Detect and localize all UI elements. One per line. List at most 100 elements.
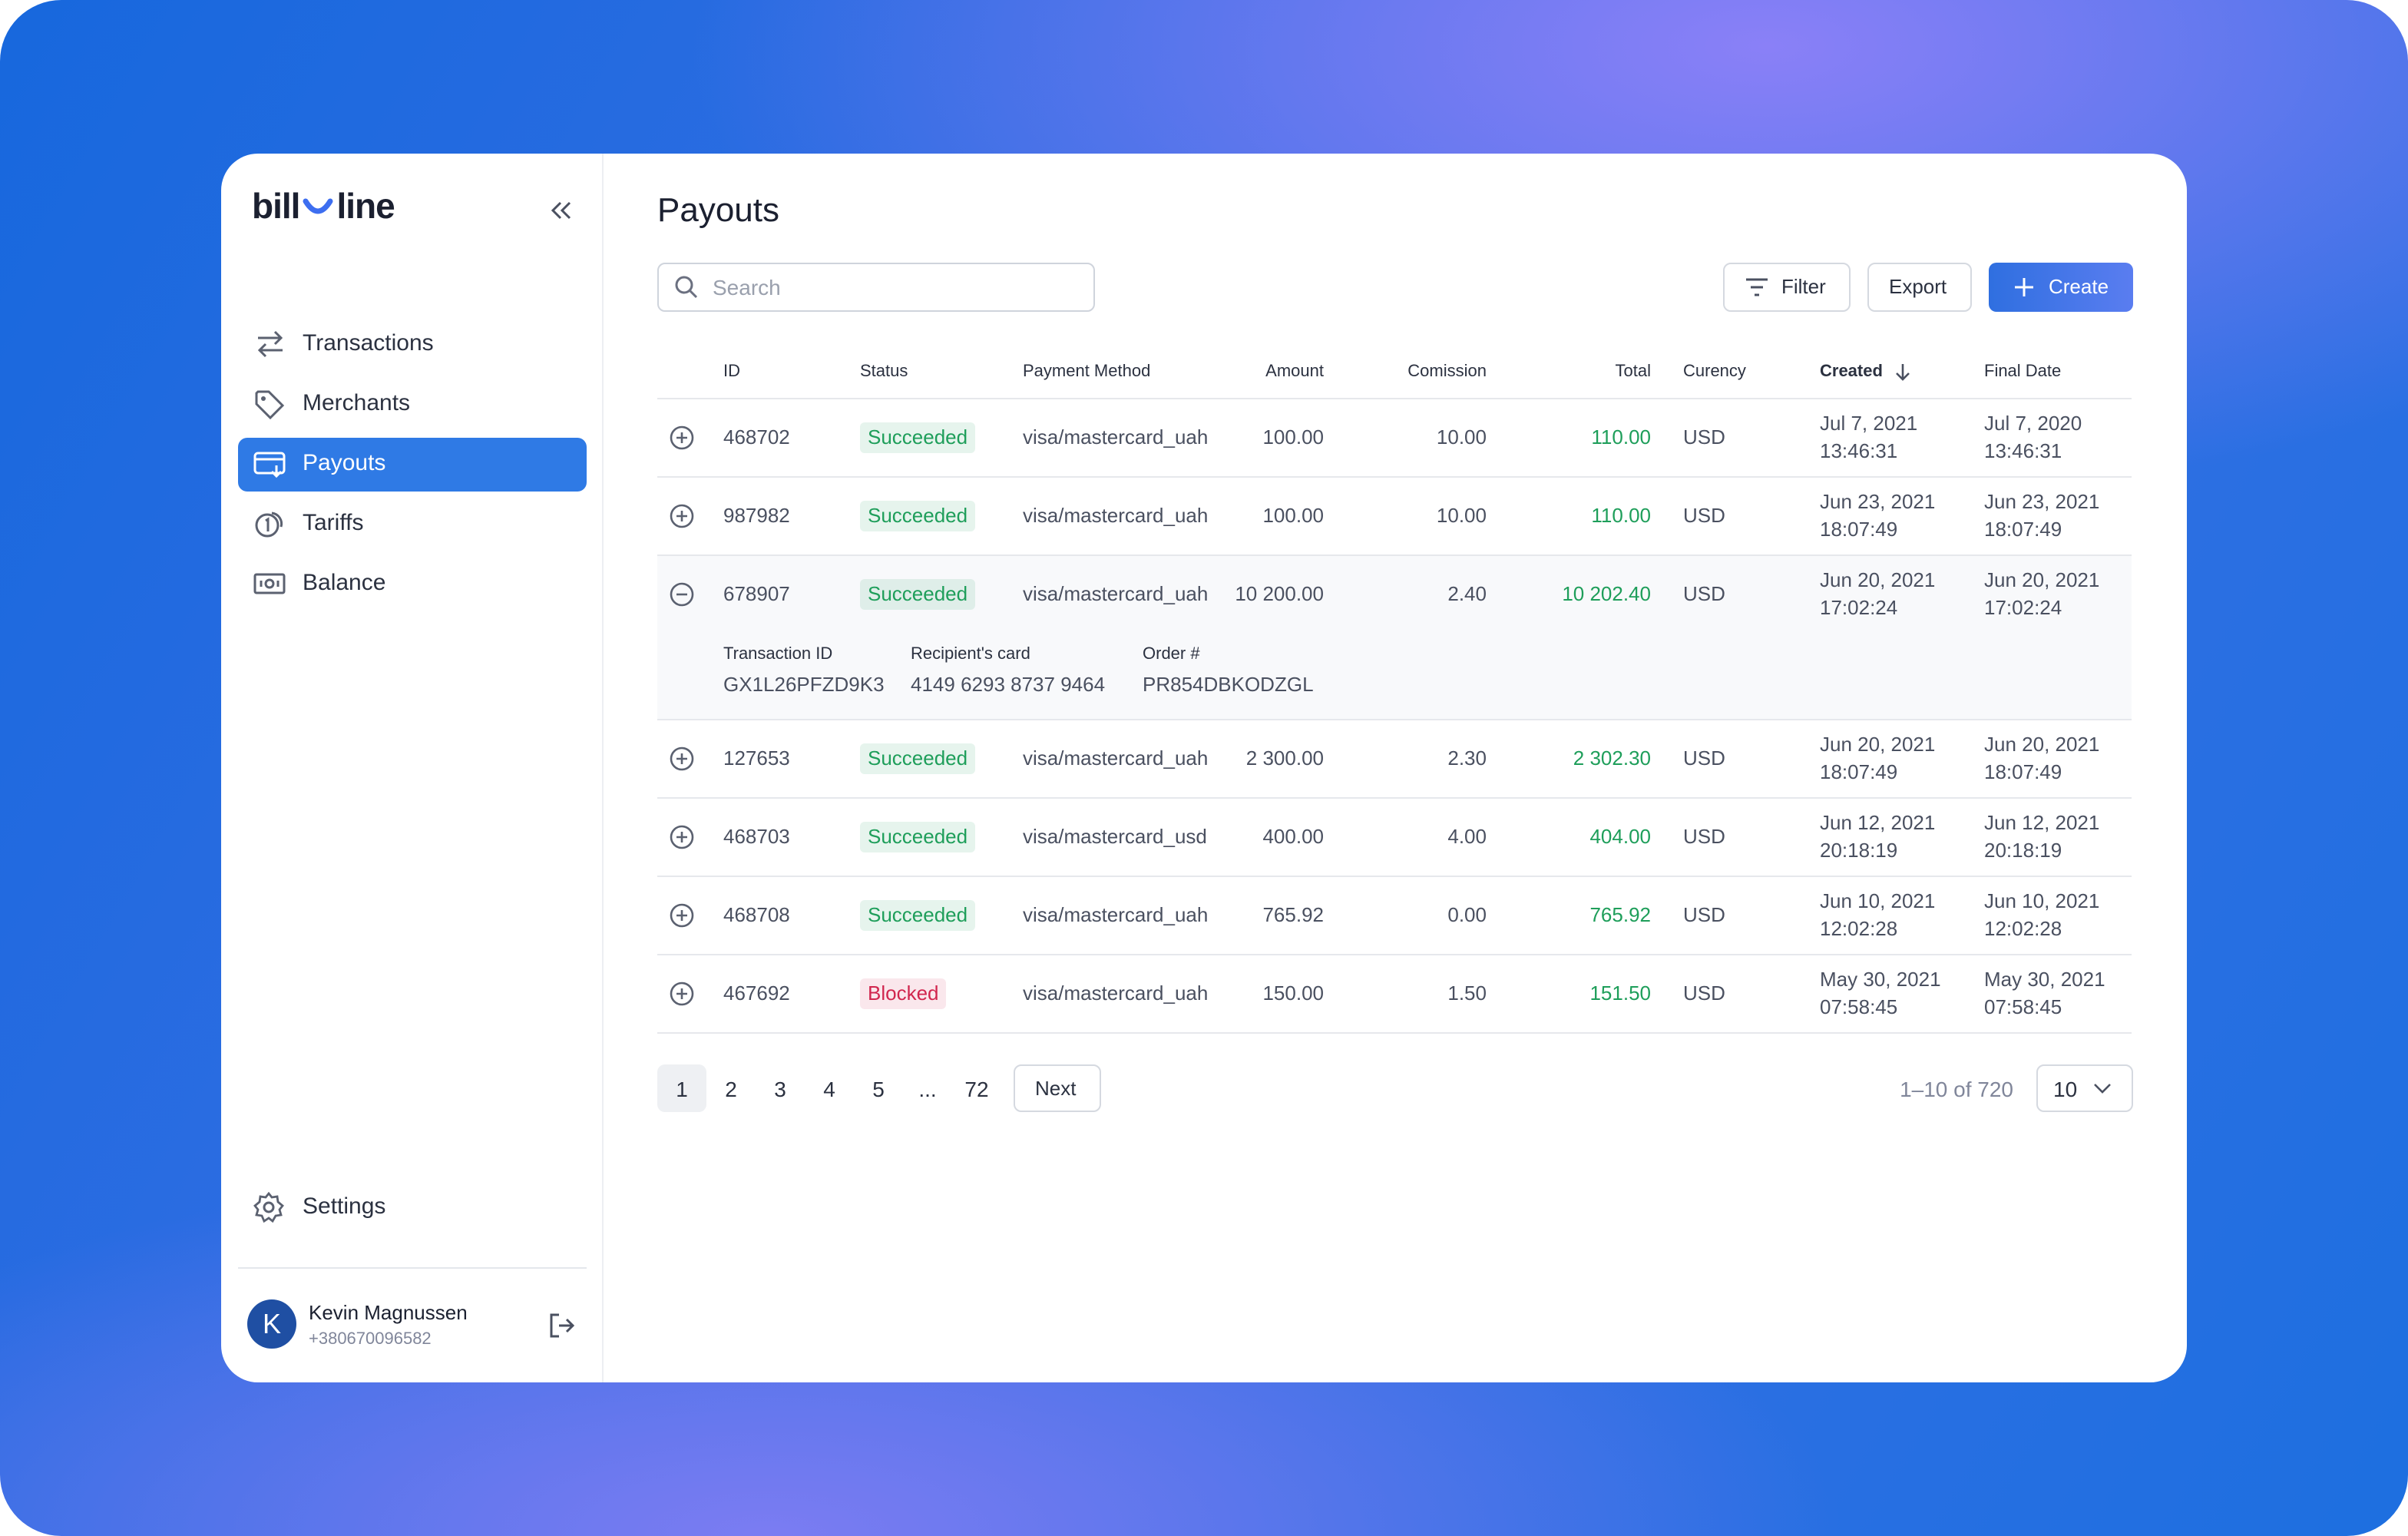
page-title: Payouts: [657, 190, 779, 229]
expand-row-button[interactable]: [670, 903, 694, 928]
collapse-row-button[interactable]: [670, 582, 694, 607]
search-placeholder: Search: [713, 275, 781, 300]
nav-label: Merchants: [303, 390, 411, 416]
currency-cell: USD: [1683, 825, 1725, 848]
id-cell: 468708: [723, 903, 790, 926]
time-cell: 20:18:19: [1820, 839, 1898, 862]
time-cell: 12:02:28: [1984, 917, 2062, 940]
row-divider: [657, 554, 2132, 556]
date-cell: Jun 20, 2021: [1984, 568, 2100, 591]
commission-cell: 2.30: [1447, 746, 1487, 770]
nav-label: Payouts: [303, 450, 386, 476]
expand-row-button[interactable]: [670, 425, 694, 450]
date-cell: Jun 12, 2021: [1820, 811, 1936, 834]
create-label: Create: [2049, 275, 2109, 298]
filter-button[interactable]: [1723, 263, 1851, 312]
nav-item[interactable]: Settings: [238, 1181, 587, 1235]
nav-label: Tariffs: [303, 510, 364, 536]
method-cell: visa/mastercard_uah: [1023, 425, 1209, 449]
column-header: Created: [1820, 362, 1883, 381]
export-label: Export: [1889, 275, 1947, 298]
page-link[interactable]: 72: [964, 1077, 989, 1101]
chevron-icon: [2094, 1084, 2111, 1094]
row-divider: [657, 954, 2132, 955]
nav-icon: [253, 1192, 284, 1223]
total-cell: 151.50: [1589, 982, 1651, 1005]
collapse-button[interactable]: [550, 200, 574, 221]
nav-icon: [255, 390, 285, 419]
detail-value: GX1L26PFZD9K3: [723, 673, 885, 696]
detail-label: Recipient's card: [911, 645, 1030, 664]
total-cell: 2 302.30: [1573, 746, 1651, 770]
nav-icon: [253, 573, 286, 594]
avatar[interactable]: K: [247, 1299, 296, 1349]
page-link[interactable]: 4: [823, 1077, 835, 1101]
page-link[interactable]: 1: [676, 1077, 688, 1101]
time-cell: 18:07:49: [1984, 518, 2062, 541]
status-badge: Succeeded: [860, 501, 976, 531]
nav-item[interactable]: Transactions: [238, 318, 587, 372]
time-cell: 18:07:49: [1820, 760, 1898, 783]
user-phone: +380670096582: [309, 1330, 432, 1349]
total-cell: 110.00: [1591, 425, 1651, 449]
nav-item[interactable]: Merchants: [238, 378, 587, 432]
column-header: Comission: [1407, 362, 1487, 381]
time-cell: 17:02:24: [1820, 596, 1898, 619]
expand-row-button[interactable]: [670, 504, 694, 528]
row-divider: [657, 476, 2132, 478]
detail-value: 4149 6293 8737 9464: [911, 673, 1106, 696]
search-input[interactable]: [657, 263, 1095, 312]
per-page-select[interactable]: [2036, 1064, 2133, 1112]
nav-item[interactable]: Payouts: [238, 438, 587, 492]
page-range: 1–10 of 720: [1900, 1077, 2013, 1101]
currency-cell: USD: [1683, 504, 1725, 527]
date-cell: Jun 23, 2021: [1820, 490, 1936, 513]
time-cell: 13:46:31: [1820, 439, 1898, 462]
logout-button[interactable]: [548, 1312, 576, 1339]
create-button[interactable]: [1989, 263, 2133, 312]
page-link[interactable]: 3: [774, 1077, 786, 1101]
status-badge: Blocked: [860, 978, 947, 1009]
commission-cell: 1.50: [1447, 982, 1487, 1005]
column-header: Payment Method: [1023, 362, 1151, 381]
page-link[interactable]: 5: [872, 1077, 885, 1101]
export-button[interactable]: [1867, 263, 1972, 312]
time-cell: 18:07:49: [1984, 760, 2062, 783]
amount-cell: 100.00: [1262, 425, 1324, 449]
row-divider: [657, 876, 2132, 877]
user-name: Kevin Magnussen: [309, 1301, 468, 1324]
id-cell: 467692: [723, 982, 790, 1005]
id-cell: 987982: [723, 504, 790, 527]
expand-row-button[interactable]: [670, 746, 694, 771]
column-header: Total: [1615, 362, 1652, 381]
detail-value: PR854DBKODZGL: [1143, 673, 1314, 696]
date-cell: Jun 20, 2021: [1820, 733, 1936, 756]
date-cell: Jul 7, 2021: [1820, 412, 1918, 435]
expand-row-button[interactable]: [670, 825, 694, 849]
total-cell: 110.00: [1591, 504, 1651, 527]
logo: bill line: [252, 188, 395, 223]
id-cell: 468703: [723, 825, 790, 848]
row-divider: [657, 398, 2132, 399]
nav-label: Transactions: [303, 330, 434, 356]
date-cell: May 30, 2021: [1984, 968, 2105, 991]
date-cell: Jun 23, 2021: [1984, 490, 2100, 513]
date-cell: Jun 10, 2021: [1820, 889, 1936, 912]
page-link[interactable]: ...: [918, 1077, 937, 1101]
nav-item[interactable]: Tariffs: [238, 498, 587, 551]
method-cell: visa/mastercard_uah: [1023, 982, 1209, 1005]
detail-label: Transaction ID: [723, 645, 833, 664]
commission-cell: 10.00: [1436, 504, 1487, 527]
next-button[interactable]: [1014, 1064, 1101, 1112]
sort-icon: [1896, 364, 1910, 381]
plus-icon: [2015, 278, 2033, 296]
date-cell: Jun 20, 2021: [1984, 733, 2100, 756]
amount-cell: 100.00: [1262, 504, 1324, 527]
nav-item[interactable]: Balance: [238, 558, 587, 611]
commission-cell: 4.00: [1447, 825, 1487, 848]
nav-label: Settings: [303, 1193, 386, 1220]
page-link[interactable]: 2: [725, 1077, 737, 1101]
expand-row-button[interactable]: [670, 982, 694, 1006]
sidebar: bill line Transactions Merchants Payouts …: [221, 154, 604, 1382]
nav-icon: [253, 452, 286, 478]
